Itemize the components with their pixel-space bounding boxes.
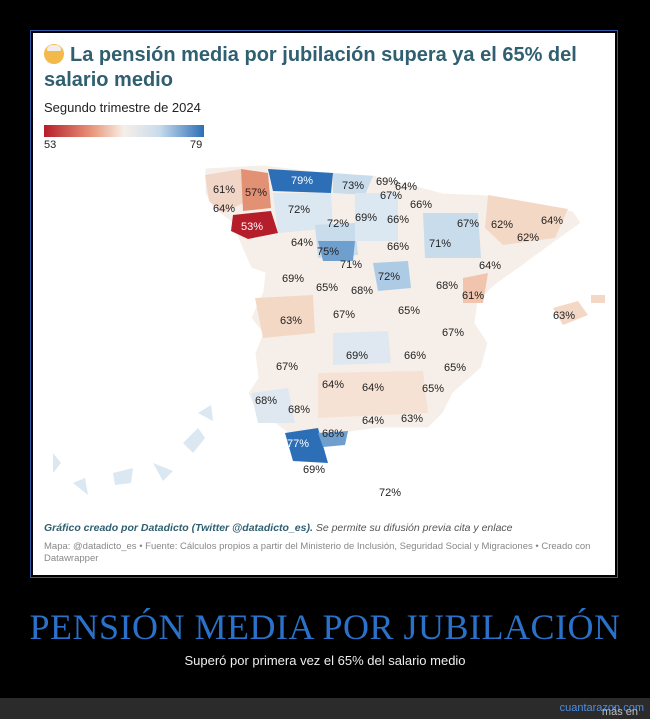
map-label: 63% [280, 315, 302, 327]
footer-prefix: más en [601, 706, 638, 718]
credit-author: Gráfico creado por Datadicto (Twitter @d… [44, 522, 313, 534]
region-ciudad-real [333, 331, 391, 365]
map-label: 68% [288, 404, 310, 416]
map-label: 71% [340, 259, 362, 271]
map-label: 69% [303, 464, 325, 476]
map-label: 65% [422, 383, 444, 395]
map-label: 65% [316, 282, 338, 294]
map-label: 61% [213, 184, 235, 196]
map-label: 68% [322, 428, 344, 440]
map-label: 64% [479, 260, 501, 272]
map-label: 66% [410, 199, 432, 211]
region-huelva [251, 388, 295, 423]
region-zaragoza [423, 213, 481, 258]
map-label: 67% [380, 190, 402, 202]
map-label: 77% [287, 438, 309, 450]
color-legend-bar [44, 125, 204, 137]
map-label: 64% [362, 415, 384, 427]
map-label: 64% [213, 203, 235, 215]
region-catalonia [485, 195, 568, 245]
region-cantabria [333, 173, 373, 195]
region-castellon [463, 273, 488, 303]
chart-title: La pensión media por jubilación supera y… [44, 43, 604, 93]
map-label: 57% [245, 187, 267, 199]
region-menorca [591, 295, 605, 303]
map-label: 66% [387, 214, 409, 226]
post-headline: PENSIÓN MEDIA POR JUBILACIÓN [29, 607, 621, 647]
region-canarias [53, 405, 213, 495]
map-label: 72% [327, 218, 349, 230]
older-person-emoji-icon [44, 44, 64, 64]
map-label: 64% [395, 181, 417, 193]
region-asturias [268, 169, 333, 193]
map-label: 67% [276, 361, 298, 373]
map-label: 64% [362, 382, 384, 394]
map-label: 63% [401, 413, 423, 425]
map-label: 63% [553, 310, 575, 322]
map-label: 53% [241, 221, 263, 233]
region-caceres [255, 295, 315, 338]
map-label: 61% [462, 290, 484, 302]
region-lugo [241, 169, 271, 211]
map-label: 69% [355, 212, 377, 224]
map-label: 64% [291, 237, 313, 249]
map-label: 64% [322, 379, 344, 391]
region-valladolid [318, 241, 355, 261]
region-jaen-granada [318, 371, 428, 418]
map-label: 65% [444, 362, 466, 374]
legend-min-label: 53 [44, 139, 57, 151]
map-label: 72% [379, 487, 401, 499]
map-label: 66% [404, 350, 426, 362]
map-label: 72% [378, 271, 400, 283]
map-label: 72% [288, 204, 310, 216]
region-malaga [318, 431, 348, 447]
source-line: Mapa: @datadicto_es • Fuente: Cálculos p… [44, 541, 591, 564]
map-label: 68% [255, 395, 277, 407]
map-label: 73% [342, 180, 364, 192]
map-label: 64% [541, 215, 563, 227]
credit-line: Gráfico creado por Datadicto (Twitter @d… [44, 522, 513, 534]
map-label: 66% [387, 241, 409, 253]
map-label: 69% [346, 350, 368, 362]
chart-card: La pensión media por jubilación supera y… [30, 30, 618, 578]
map-label: 67% [457, 218, 479, 230]
map-label: 69% [282, 273, 304, 285]
map-label: 62% [517, 232, 539, 244]
legend-max-label: 79 [190, 139, 203, 151]
post-subheadline: Superó por primera vez el 65% del salari… [184, 653, 466, 668]
map-label: 69% [376, 176, 398, 188]
map-label: 62% [491, 219, 513, 231]
credit-note: Se permite su difusión previa cita y enl… [312, 522, 513, 534]
region-leon [273, 193, 333, 233]
region-guadalajara [373, 261, 411, 291]
map-value-labels: 61% 57% 79% 73% 69% 64% 67% 64% 72% 66% … [213, 175, 575, 499]
map-label: 71% [429, 238, 451, 250]
chart-title-text: La pensión media por jubilación supera y… [44, 44, 577, 91]
map-label: 65% [398, 305, 420, 317]
region-burgos [355, 193, 398, 241]
map-label: 67% [333, 309, 355, 321]
spain-province-map: 61% 57% 79% 73% 69% 64% 67% 64% 72% 66% … [53, 164, 605, 499]
region-baleares [553, 301, 588, 325]
site-footer: más en cuantarazon.com [0, 698, 650, 719]
map-label: 68% [436, 280, 458, 292]
map-label: 67% [442, 327, 464, 339]
map-label: 75% [317, 246, 339, 258]
map-label: 68% [351, 285, 373, 297]
map-label: 79% [291, 175, 313, 187]
site-link[interactable]: cuantarazon.com [559, 702, 644, 714]
region-coruna [205, 169, 243, 213]
chart-subtitle: Segundo trimestre de 2024 [44, 100, 201, 115]
region-cadiz [285, 428, 328, 463]
region-ourense [231, 211, 278, 239]
footer-text: más en cuantarazon.com [559, 702, 644, 718]
